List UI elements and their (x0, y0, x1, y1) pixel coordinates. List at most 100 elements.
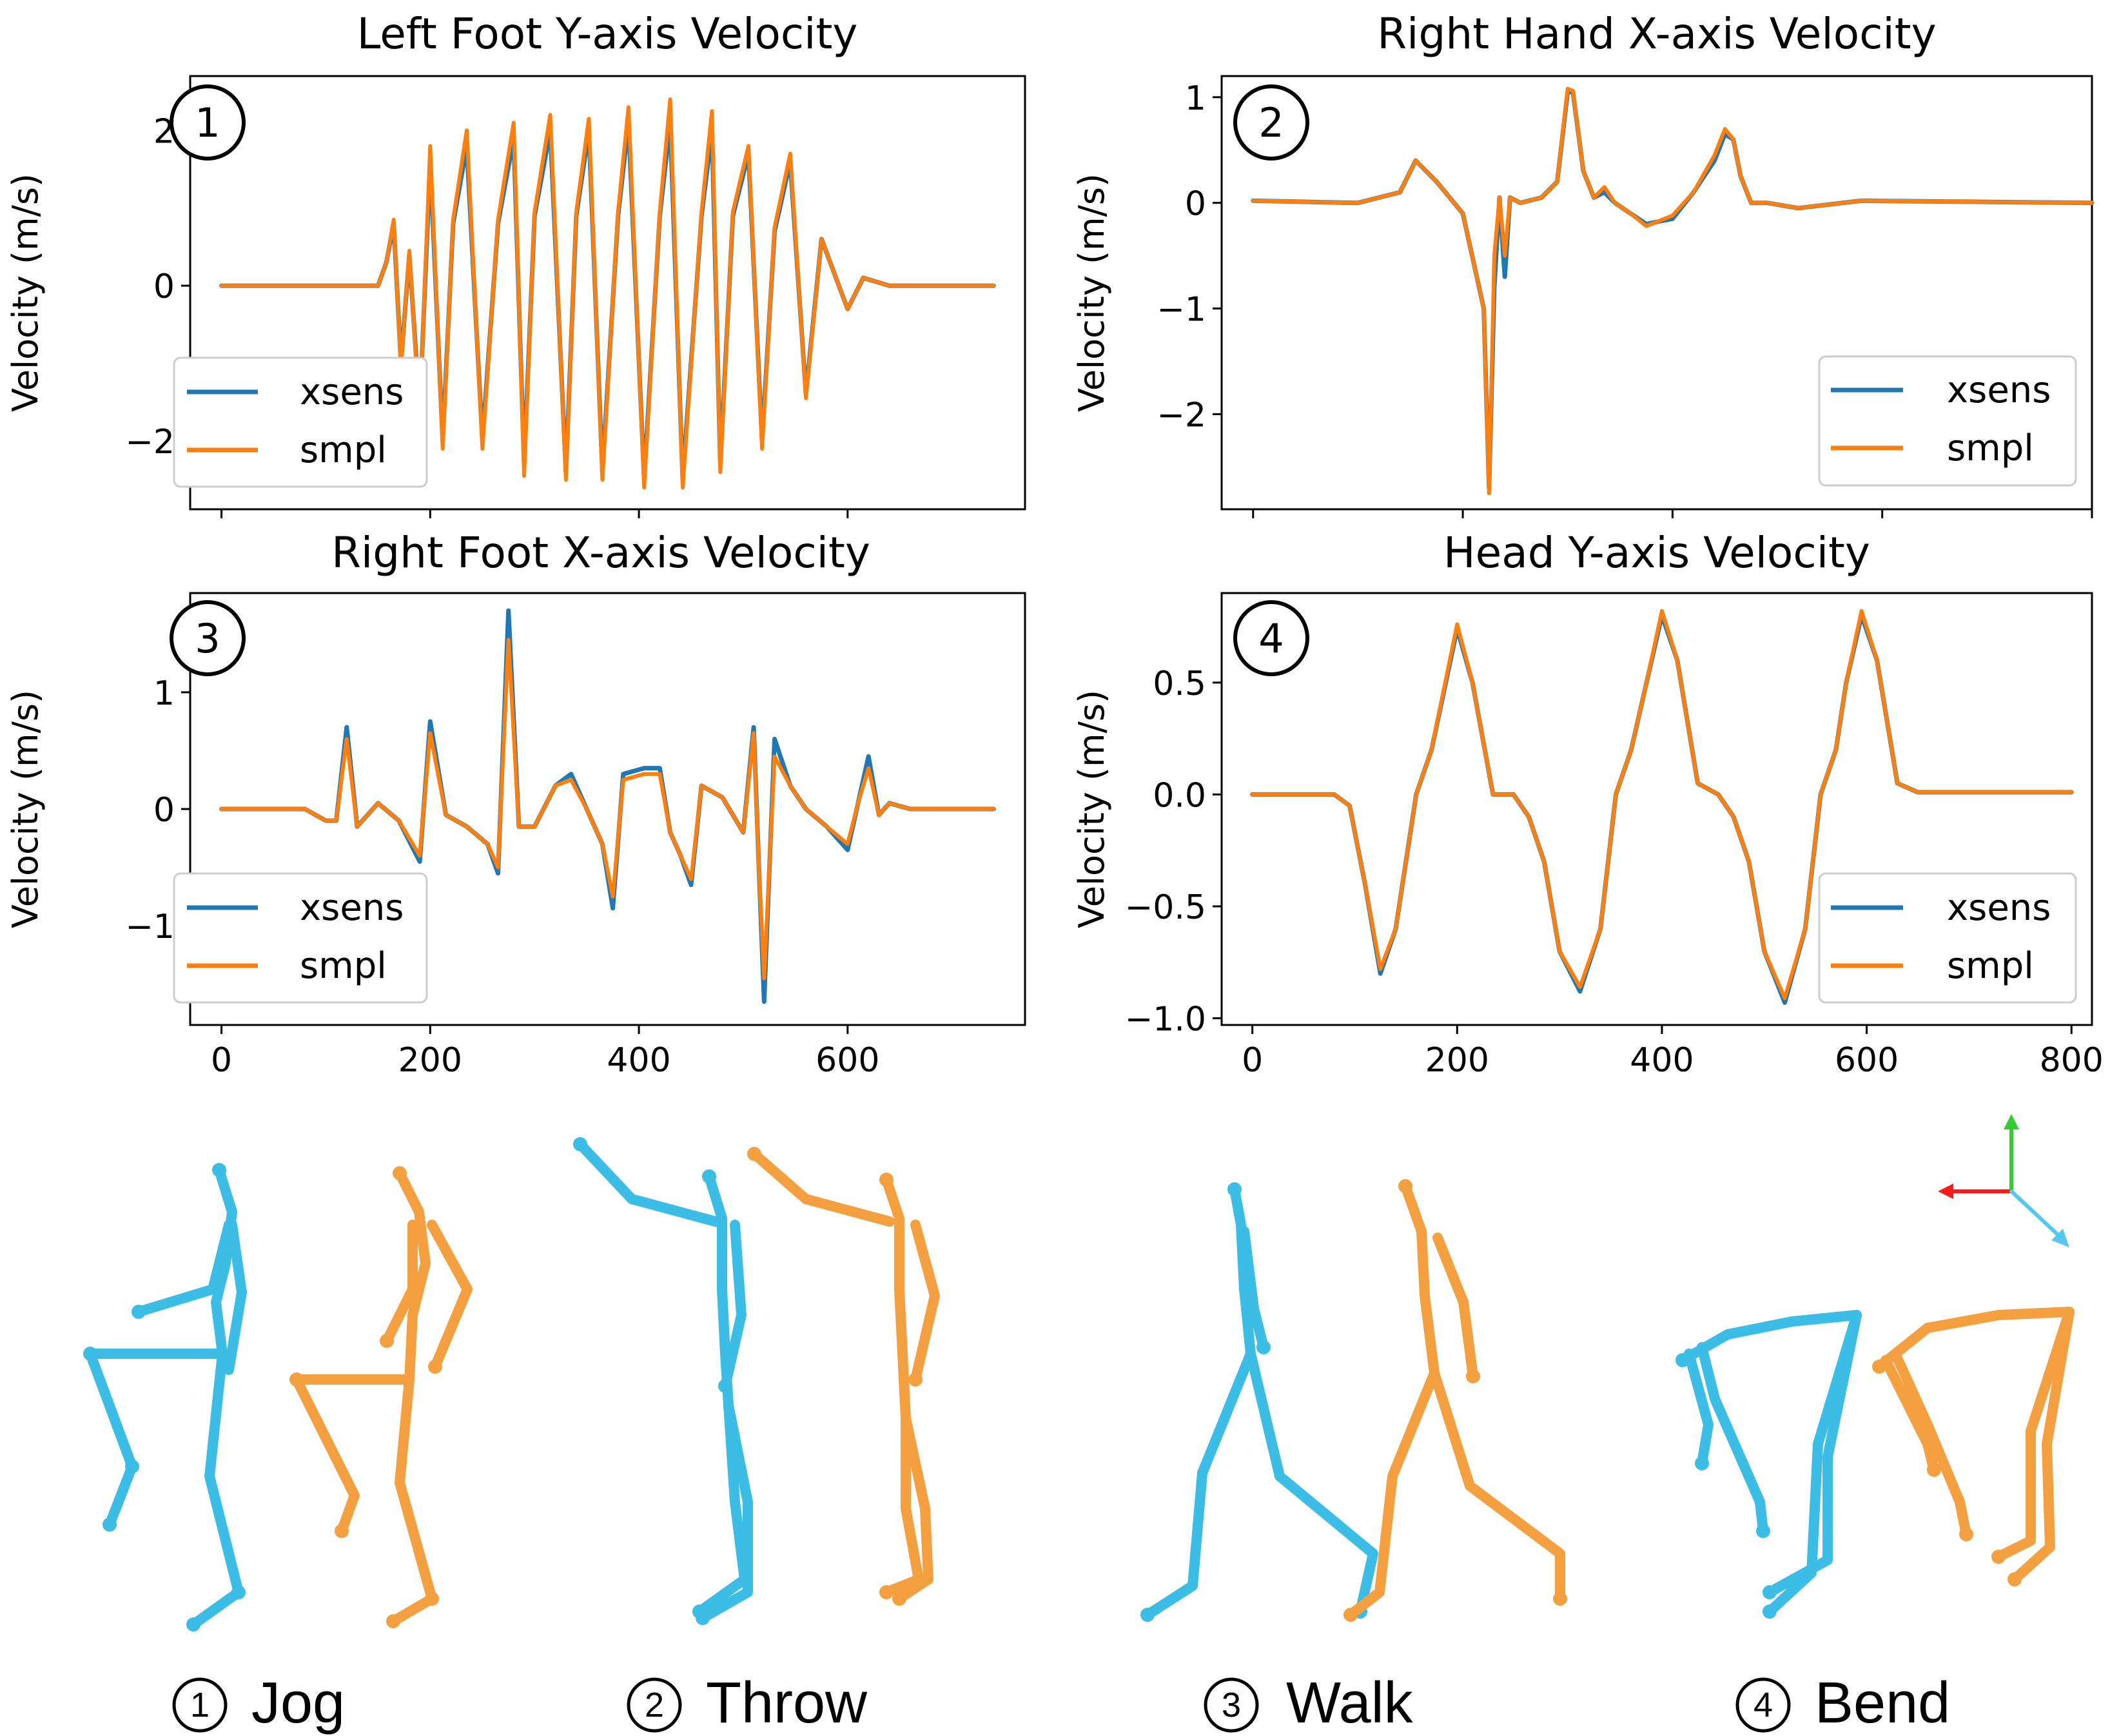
caption-badge (627, 1677, 682, 1733)
skeleton-bend-xsens (1677, 1310, 1862, 1617)
y-tick-label: 0.5 (1153, 665, 1206, 703)
caption-walk: 3 Walk (1204, 1671, 1414, 1735)
series-line-smpl (219, 97, 996, 490)
legend: xsens smpl (1818, 872, 2077, 1004)
skeleton-bend-xsens-joints (1675, 1353, 1777, 1619)
chart-badge: 1 (170, 84, 246, 161)
joint (696, 1611, 710, 1625)
legend: xsens smpl (173, 872, 428, 1004)
caption-label: Bend (1815, 1671, 1950, 1735)
caption-label: Walk (1286, 1671, 1414, 1735)
joint (125, 1459, 139, 1474)
skeleton-leg-left (1993, 1307, 2075, 1562)
joint (335, 1524, 349, 1538)
joint (1553, 1592, 1567, 1606)
skeleton-arm-left (749, 1149, 895, 1227)
skeleton-arm-left (1697, 1342, 1768, 1536)
skeleton-leg-right (894, 1413, 933, 1604)
x-tick-label: 600 (816, 1041, 879, 1080)
y-axis-label: Velocity (m/s) (1071, 690, 1112, 928)
chart-head-y: Head Y-axis Velocity Velocity (m/s) −1.0… (1071, 528, 2104, 1080)
legend-label-smpl: smpl (300, 429, 387, 471)
legend-label-smpl: smpl (1947, 945, 2034, 987)
y-tick-label: 1 (1185, 79, 1206, 118)
skeleton-arm-right (1684, 1349, 1714, 1468)
series-lines (1250, 609, 2074, 1005)
skeleton-leg-left (291, 1374, 415, 1536)
badge-circle (1233, 84, 1309, 161)
y-tick-label: 0 (153, 791, 175, 830)
skeleton-leg-left (85, 1349, 228, 1530)
chart-title: Left Foot Y-axis Velocity (357, 9, 858, 59)
joint (425, 1592, 439, 1606)
skeleton-leg-left (1764, 1310, 1862, 1617)
caption-badge (1204, 1677, 1259, 1733)
joint (1763, 1604, 1777, 1619)
badge-number: 3 (195, 615, 220, 662)
caption-jog: 1 Jog (172, 1671, 345, 1735)
joint (1343, 1608, 1358, 1622)
skeleton-leg-right (188, 1349, 244, 1630)
joint (1398, 1179, 1412, 1193)
skeleton-leg-right (388, 1374, 437, 1626)
joint (380, 1334, 394, 1348)
skeleton-spine (211, 1165, 237, 1359)
caption-number: 1 (190, 1686, 210, 1724)
x-tick-label: 800 (2040, 1041, 2104, 1080)
axis-z-line (2009, 1189, 2062, 1238)
badge-circle (170, 600, 246, 676)
y-axis-label: Velocity (m/s) (5, 173, 46, 412)
chart-title: Right Hand X-axis Velocity (1377, 9, 1936, 59)
caption-badge (172, 1677, 228, 1733)
skeleton-arm-left (575, 1139, 721, 1227)
joint (573, 1137, 587, 1151)
x-ticks (220, 509, 849, 518)
joint (908, 1372, 923, 1387)
skeleton-jog-smpl (291, 1168, 473, 1626)
chart-left-foot-y: Left Foot Y-axis Velocity Velocity (m/s)… (5, 9, 1026, 518)
skeleton-jog-smpl-joints (289, 1166, 442, 1628)
y-ticks: −1 0 1 (125, 674, 190, 946)
x-ticks (1252, 509, 2093, 518)
skeleton-leg-left (1142, 1349, 1256, 1620)
caption-number: 4 (1753, 1686, 1773, 1724)
skeleton-arm-left (133, 1220, 234, 1317)
joint (1927, 1463, 1941, 1477)
skeleton-throw-xsens-joints (573, 1137, 732, 1625)
skeleton-spine (395, 1168, 431, 1385)
skeleton-arm-right (910, 1220, 940, 1385)
skeleton-walk-smpl (1345, 1181, 1565, 1620)
joint (702, 1169, 716, 1184)
joint (186, 1617, 200, 1632)
skeleton-leg-right (2009, 1307, 2075, 1585)
axis-y-arrow (2004, 1114, 2019, 1129)
caption-label: Throw (706, 1671, 868, 1735)
caption-number: 2 (645, 1686, 664, 1724)
caption-label: Jog (251, 1671, 345, 1735)
skeleton-bend-smpl (1874, 1307, 2075, 1585)
y-tick-label: −1 (1157, 291, 1206, 329)
axis-z-arrow (2051, 1229, 2069, 1247)
skeleton-arm-right (1880, 1355, 1939, 1475)
legend-label-xsens: xsens (1947, 369, 2051, 411)
joint (718, 1379, 732, 1393)
chart-badge: 2 (1233, 84, 1309, 161)
badge-circle (1233, 600, 1309, 676)
chart-right-hand-x: Right Hand X-axis Velocity Velocity (m/s… (1071, 9, 2095, 518)
skeleton-arm-left (382, 1220, 418, 1346)
chart-right-foot-x: Right Foot X-axis Velocity Velocity (m/s… (5, 528, 1026, 1080)
joint (879, 1173, 894, 1187)
skeleton-spine (1874, 1307, 2075, 1372)
skeleton-bend-smpl-joints (1872, 1360, 2022, 1586)
series-line-smpl (219, 638, 996, 980)
x-tick-label: 0 (1242, 1041, 1263, 1080)
y-tick-label: 0.0 (1153, 776, 1206, 815)
skeleton-walk-smpl-joints (1343, 1179, 1567, 1622)
caption-badge (1735, 1677, 1791, 1733)
legend-label-xsens: xsens (300, 887, 404, 929)
skeleton-leg-right (1764, 1310, 1862, 1597)
skeleton-leg-right (1245, 1349, 1378, 1617)
series-lines (1251, 86, 2095, 496)
chart-badge: 3 (170, 600, 246, 676)
